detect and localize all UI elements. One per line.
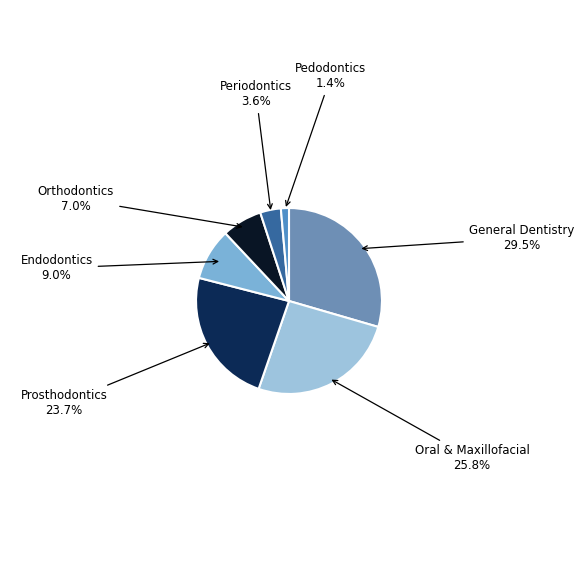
Wedge shape xyxy=(225,213,289,301)
Text: Pedodontics
1.4%: Pedodontics 1.4% xyxy=(286,62,366,206)
Text: Endodontics
9.0%: Endodontics 9.0% xyxy=(20,254,218,282)
Wedge shape xyxy=(289,208,382,327)
Text: Periodontics
3.6%: Periodontics 3.6% xyxy=(220,80,292,209)
Wedge shape xyxy=(196,278,289,389)
Wedge shape xyxy=(258,301,378,394)
Text: Prosthodontics
23.7%: Prosthodontics 23.7% xyxy=(21,343,209,417)
Wedge shape xyxy=(281,208,289,301)
Text: Orthodontics
7.0%: Orthodontics 7.0% xyxy=(38,185,242,228)
Text: General Dentistry
29.5%: General Dentistry 29.5% xyxy=(363,224,574,252)
Text: Oral & Maxillofacial
25.8%: Oral & Maxillofacial 25.8% xyxy=(332,380,529,472)
Wedge shape xyxy=(199,233,289,301)
Wedge shape xyxy=(260,208,289,301)
